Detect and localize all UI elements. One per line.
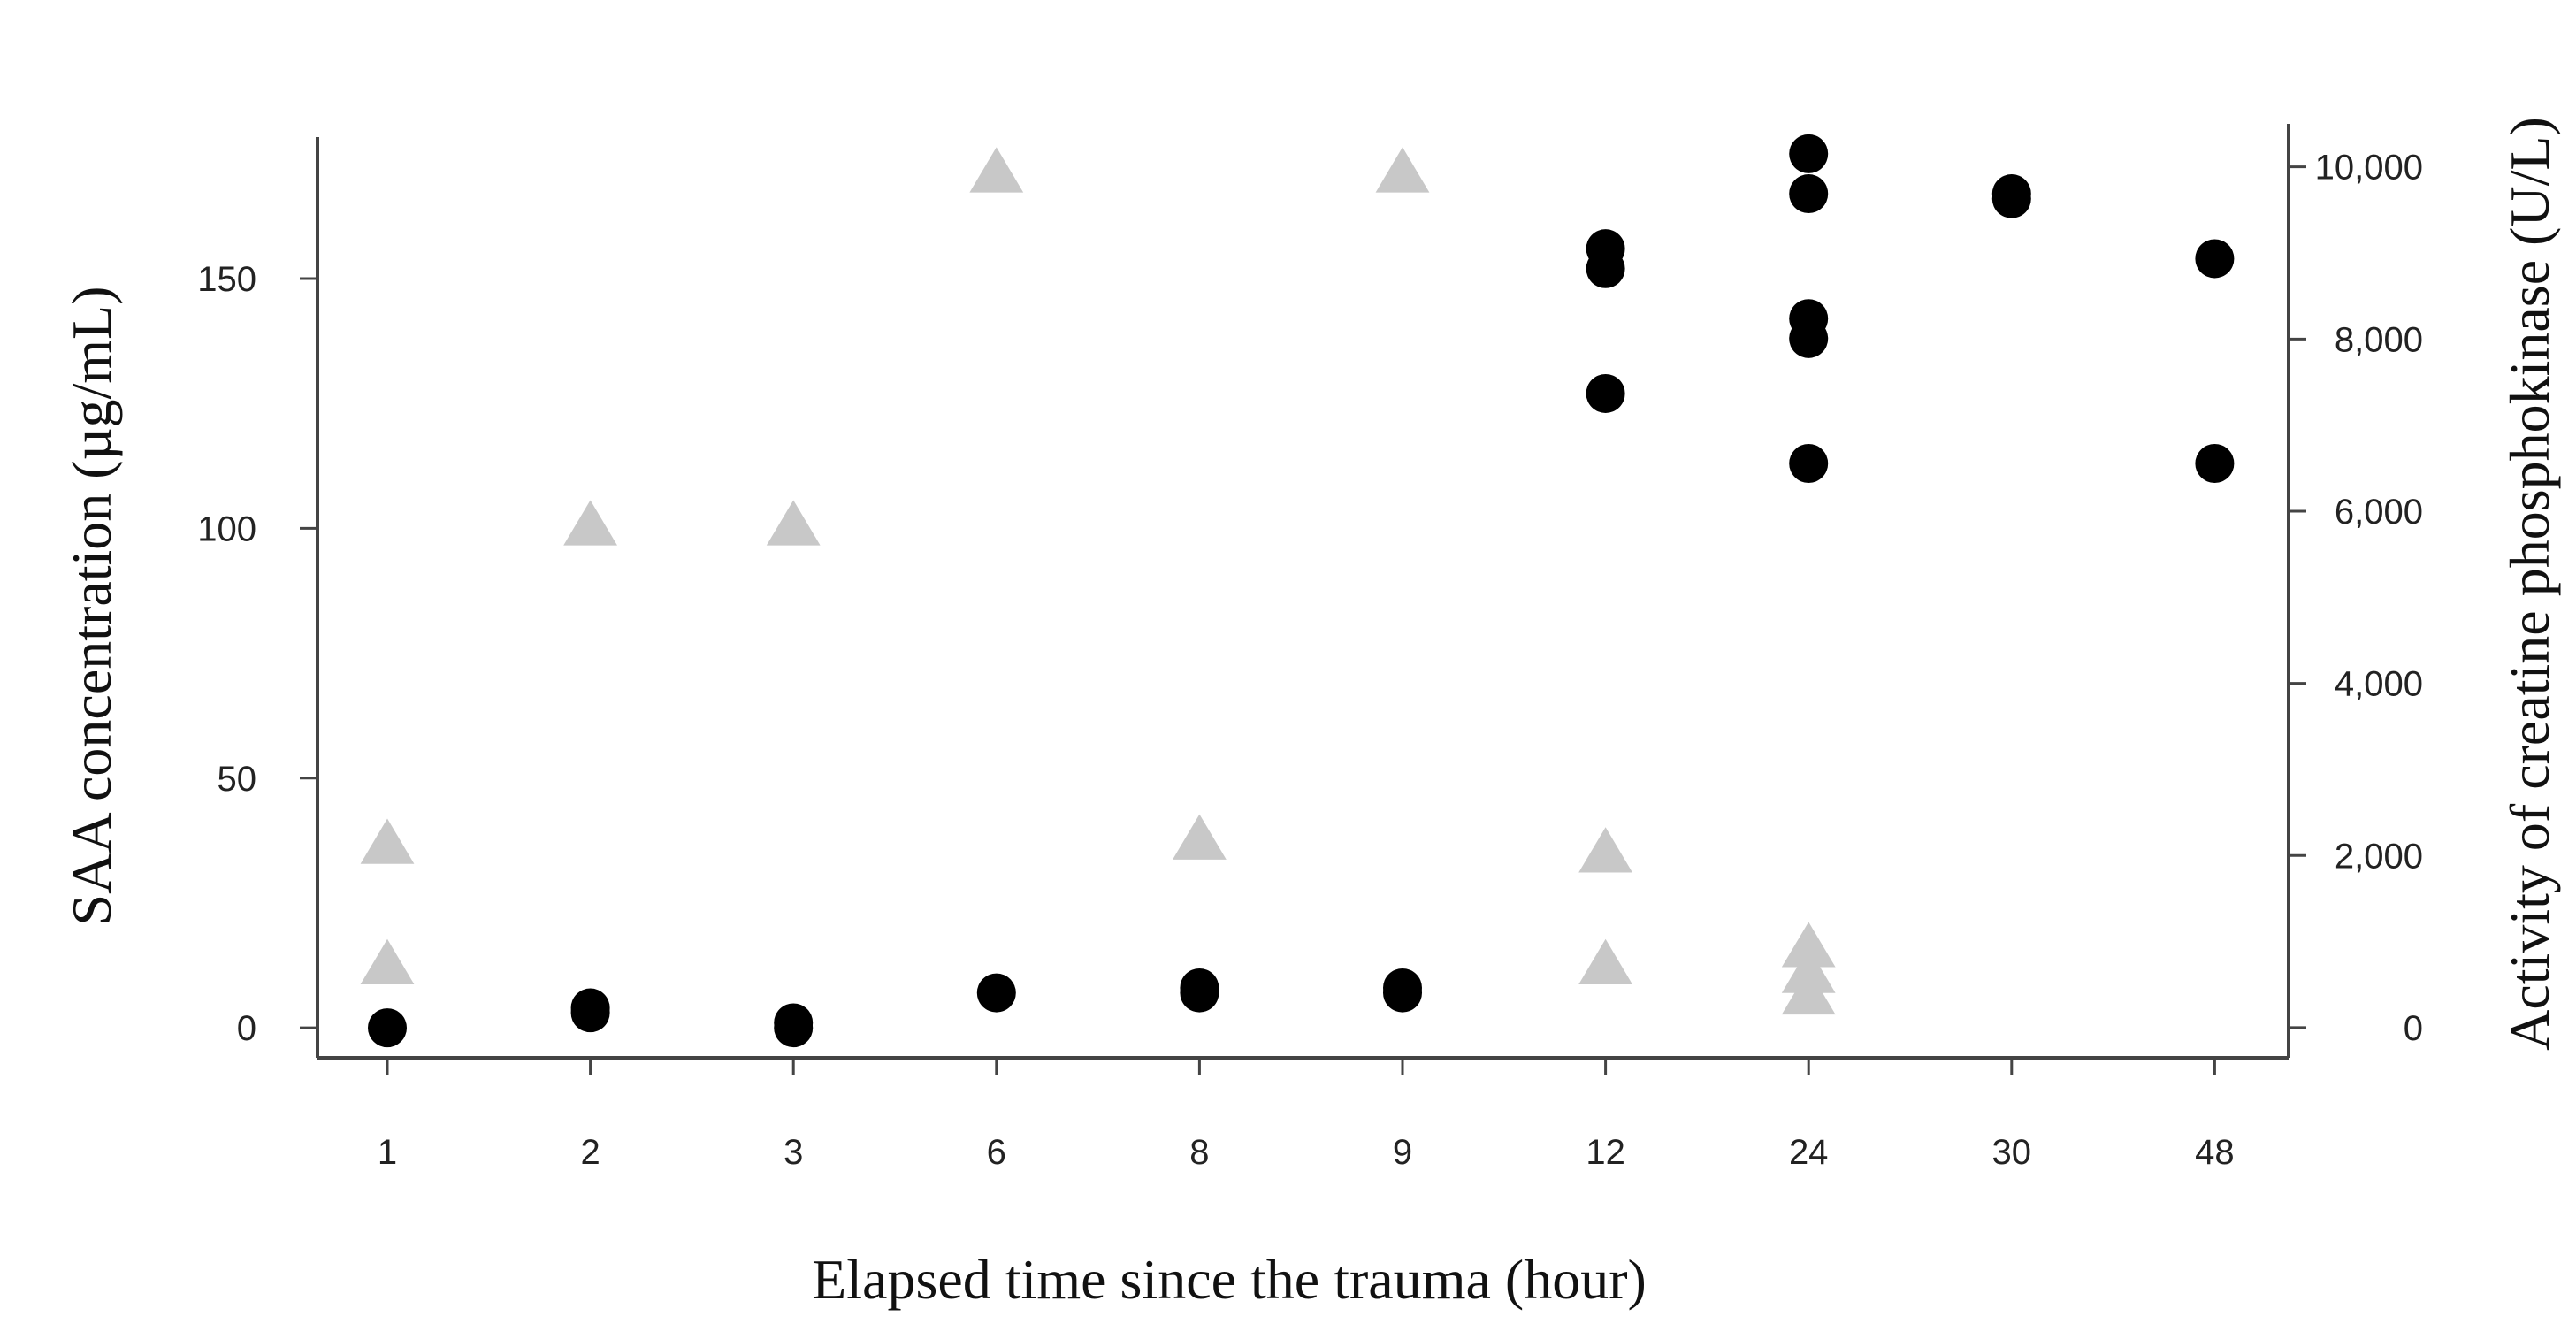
right-y-tick-label: 10,000: [2315, 149, 2423, 188]
cpk-triangle-marker: [360, 818, 415, 864]
cpk-triangle-marker: [360, 938, 415, 985]
axes: [316, 124, 2290, 1060]
cpk-triangle-marker: [969, 147, 1024, 193]
cpk-triangle-marker: [766, 500, 821, 546]
x-tick-label: 48: [2195, 1133, 2235, 1172]
saa-circle-marker: [570, 988, 610, 1028]
cpk-triangle-marker: [1173, 814, 1227, 860]
right-y-tick-label: 2,000: [2335, 837, 2423, 876]
saa-circle-marker: [1586, 373, 1625, 413]
right-y-tick-label: 6,000: [2335, 493, 2423, 532]
data-points: [360, 134, 2235, 1048]
x-tick-label: 30: [1992, 1133, 2032, 1172]
saa-circle-marker: [1383, 968, 1422, 1007]
x-tick-label: 12: [1586, 1133, 1625, 1172]
left-y-ticks: 0 50 100 150: [197, 260, 317, 1048]
x-axis-title: Elapsed time since the trauma (hour): [812, 1248, 1647, 1311]
right-y-ticks: 0 2,000 4,000 6,000 8,000 10,000: [2289, 149, 2423, 1048]
x-tick-label: 6: [987, 1133, 1006, 1172]
right-y-tick-label: 0: [2404, 1009, 2423, 1048]
left-y-tick-label: 100: [197, 509, 256, 548]
cpk-triangle-marker: [1375, 147, 1430, 193]
x-tick-label: 1: [378, 1133, 397, 1172]
left-y-tick-label: 150: [197, 260, 256, 299]
cpk-triangle-marker: [1781, 922, 1836, 968]
saa-circle-marker: [1789, 318, 1829, 358]
left-y-tick-label: 0: [237, 1009, 256, 1048]
left-axis-title: SAA concentration (µg/mL): [60, 287, 123, 926]
cpk-triangle-marker: [563, 500, 617, 546]
right-y-tick-label: 4,000: [2335, 665, 2423, 704]
saa-circle-marker: [976, 973, 1016, 1013]
cpk-triangle-marker: [1578, 938, 1632, 985]
x-ticks: 1 2 3 6 8 9 12 24 30 48: [378, 1058, 2235, 1172]
x-tick-label: 8: [1189, 1133, 1209, 1172]
left-y-tick-label: 50: [218, 760, 257, 799]
saa-circle-marker: [1586, 249, 1625, 288]
right-axis-title: Activity of creatine phosphokinase (U/L): [2498, 117, 2561, 1051]
x-tick-label: 24: [1789, 1133, 1829, 1172]
saa-circle-marker: [1180, 968, 1219, 1007]
saa-circle-marker: [1991, 174, 2031, 214]
saa-circle-marker: [774, 1003, 814, 1043]
right-y-tick-label: 8,000: [2335, 320, 2423, 359]
saa-circle-marker: [2195, 444, 2235, 483]
cpk-triangle-marker: [1578, 827, 1632, 873]
cpk-triangle-marker: [1781, 968, 1836, 1015]
saa-circle-marker: [368, 1008, 407, 1048]
saa-circle-marker: [2195, 239, 2235, 279]
saa-circle-marker: [1789, 134, 1829, 173]
x-tick-label: 3: [784, 1133, 803, 1172]
x-tick-label: 9: [1393, 1133, 1412, 1172]
saa-circle-marker: [1789, 174, 1829, 214]
x-tick-label: 2: [580, 1133, 600, 1172]
saa-circle-marker: [1789, 444, 1829, 483]
